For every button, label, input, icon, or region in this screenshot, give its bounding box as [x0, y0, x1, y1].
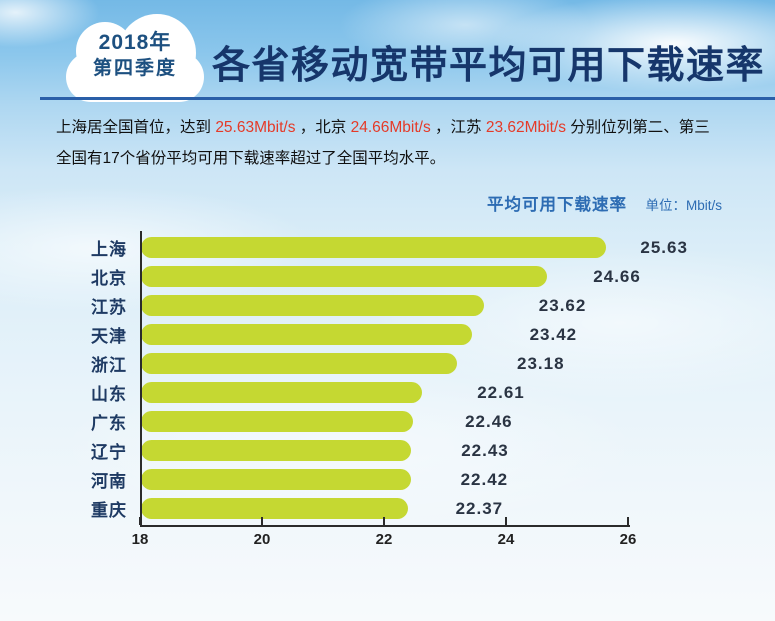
- category-label: 辽宁: [91, 443, 127, 462]
- period-badge-text: 2018年 第四季度: [66, 30, 204, 82]
- category-label: 河南: [91, 472, 127, 491]
- chart-row: 北京 24.66: [0, 262, 775, 291]
- chart-row: 浙江 23.18: [0, 349, 775, 378]
- bar-zone: 22.42: [141, 469, 775, 490]
- chart-row: 天津 23.42: [0, 320, 775, 349]
- summary-text: ，江苏: [430, 119, 486, 136]
- x-tick: [383, 517, 385, 525]
- badge-year: 2018年: [98, 31, 172, 54]
- summary-paragraph: 上海居全国首位，达到 25.63Mbit/s ，北京 24.66Mbit/s ，…: [56, 112, 761, 174]
- x-tick: [627, 517, 629, 525]
- value-label: 23.42: [529, 324, 578, 344]
- chart-row: 山东 22.61: [0, 378, 775, 407]
- category-label: 浙江: [91, 356, 127, 375]
- x-tick-label: 26: [619, 531, 637, 548]
- x-tick-label: 18: [131, 531, 149, 548]
- chart-row: 河南 22.42: [0, 465, 775, 494]
- bar-zone: 23.62: [141, 295, 775, 316]
- category-label: 山东: [91, 385, 127, 404]
- chart-row: 上海 25.63: [0, 233, 775, 262]
- bar-zone: 22.61: [141, 382, 775, 403]
- value-bar: [141, 469, 411, 490]
- speed-highlight: 24.66Mbit/s: [350, 119, 431, 136]
- value-bar: [141, 498, 408, 519]
- bar-zone: 24.66: [141, 266, 775, 287]
- speed-highlight: 25.63Mbit/s: [215, 119, 296, 136]
- value-label: 22.43: [461, 440, 509, 460]
- chart-unit-label: 单位：Mbit/s: [645, 198, 722, 213]
- category-label: 广东: [91, 414, 127, 433]
- value-bar: [141, 382, 423, 403]
- category-label: 上海: [91, 240, 127, 259]
- summary-line: 上海居全国首位，达到 25.63Mbit/s ，北京 24.66Mbit/s ，…: [56, 112, 761, 143]
- value-bar: [141, 440, 412, 461]
- speed-highlight: 23.62Mbit/s: [485, 119, 566, 136]
- bar-zone: 22.46: [141, 411, 775, 432]
- category-label: 重庆: [91, 501, 127, 520]
- bar-zone: 22.37: [141, 498, 775, 519]
- summary-text: 全国有17个省份平均可用下载速率超过了全国平均水平。: [56, 150, 446, 167]
- x-tick-label: 22: [375, 531, 393, 548]
- summary-text: ，北京: [295, 119, 351, 136]
- value-label: 23.62: [538, 295, 587, 315]
- x-tick: [505, 517, 507, 525]
- bar-zone: 25.63: [141, 237, 775, 258]
- summary-text: 上海居全国首位，达到: [56, 119, 216, 136]
- chart-title: 平均可用下载速率: [487, 196, 628, 214]
- bar-zone: 23.18: [141, 353, 775, 374]
- value-bar: [141, 353, 457, 374]
- chart-row: 江苏 23.62: [0, 291, 775, 320]
- value-label: 23.18: [517, 353, 565, 373]
- header-divider: [40, 97, 775, 100]
- period-cloud-badge: 2018年 第四季度: [66, 14, 204, 102]
- value-bar: [141, 266, 548, 287]
- summary-line: 全国有17个省份平均可用下载速率超过了全国平均水平。: [56, 143, 761, 174]
- category-label: 江苏: [91, 298, 127, 317]
- value-bar: [141, 411, 414, 432]
- x-tick: [261, 517, 263, 525]
- value-label: 22.42: [460, 469, 509, 489]
- page-title: 各省移动宽带平均可用下载速率: [212, 45, 766, 87]
- value-label: 22.61: [477, 382, 525, 402]
- value-label: 22.37: [455, 498, 504, 518]
- value-bar: [141, 324, 472, 345]
- x-tick: [139, 517, 141, 525]
- value-label: 24.66: [593, 266, 641, 286]
- bar-zone: 22.43: [141, 440, 775, 461]
- value-bar: [141, 295, 484, 316]
- category-label: 北京: [91, 269, 127, 288]
- x-tick-label: 20: [253, 531, 271, 548]
- chart-row: 重庆 22.37: [0, 494, 775, 523]
- value-bar: [141, 237, 607, 258]
- chart-row: 辽宁 22.43: [0, 436, 775, 465]
- x-tick-label: 24: [497, 531, 515, 548]
- chart-row: 广东 22.46: [0, 407, 775, 436]
- badge-quarter: 第四季度: [92, 58, 177, 79]
- chart-header: 平均可用下载速率 单位：Mbit/s: [0, 191, 722, 215]
- bar-chart: 上海 25.63 北京 24.66 江苏 23.62 天津 23.42 浙江 2…: [0, 233, 775, 523]
- value-label: 22.46: [465, 411, 513, 431]
- category-label: 天津: [91, 327, 127, 346]
- summary-text: 分别位列第二、第三: [565, 119, 710, 136]
- y-axis-line: [140, 231, 142, 527]
- x-axis-line: 18 20 22 24 26: [132, 517, 636, 548]
- value-label: 25.63: [640, 237, 688, 257]
- bar-zone: 23.42: [141, 324, 775, 345]
